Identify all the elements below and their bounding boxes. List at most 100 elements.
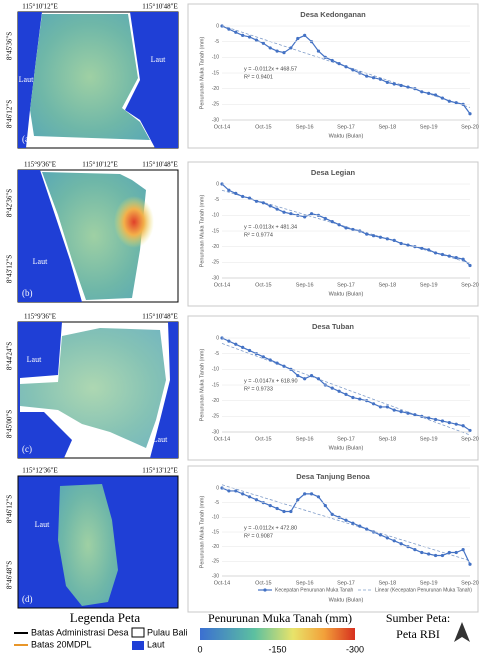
data-point bbox=[261, 201, 265, 205]
data-point bbox=[351, 395, 355, 400]
data-point bbox=[227, 188, 231, 192]
data-point bbox=[468, 562, 472, 566]
data-point bbox=[296, 374, 300, 378]
data-point bbox=[227, 489, 231, 493]
data-point bbox=[337, 62, 341, 66]
data-point bbox=[413, 548, 417, 552]
data-point bbox=[241, 492, 245, 496]
map-coord: 8°46'12"S bbox=[6, 495, 14, 523]
data-point bbox=[440, 419, 445, 423]
x-axis-label: Waktu (Bulan) bbox=[329, 597, 364, 603]
data-point bbox=[378, 533, 383, 537]
data-point bbox=[454, 422, 458, 426]
y-tick-label: -10 bbox=[212, 367, 219, 373]
map-coord: 115°10'48"E bbox=[142, 3, 177, 11]
data-point bbox=[337, 223, 341, 227]
data-point bbox=[316, 49, 321, 53]
data-point bbox=[303, 377, 307, 381]
data-point bbox=[433, 417, 438, 422]
data-point bbox=[468, 112, 472, 116]
data-point bbox=[406, 411, 410, 415]
x-tick-label: Sep-16 bbox=[296, 436, 314, 442]
data-point bbox=[234, 342, 238, 346]
data-point bbox=[427, 552, 431, 556]
map-coord: 115°13'12"E bbox=[142, 467, 177, 475]
y-tick-label: -25 bbox=[212, 260, 219, 266]
data-point bbox=[296, 498, 300, 502]
data-point bbox=[392, 539, 396, 543]
x-tick-label: Oct-15 bbox=[255, 124, 272, 130]
data-point bbox=[365, 232, 369, 236]
data-point bbox=[275, 207, 279, 211]
legend: Legenda Peta Batas Administrasi Desa Bat… bbox=[14, 610, 470, 650]
data-point bbox=[447, 254, 451, 258]
legend-label: Kecepatan Penurunan Muka Tanah bbox=[275, 587, 354, 593]
colorbar-tick: -150 bbox=[268, 644, 286, 654]
data-point bbox=[385, 80, 389, 84]
data-point bbox=[247, 348, 252, 353]
data-point bbox=[406, 85, 410, 89]
y-tick-label: -30 bbox=[212, 275, 219, 281]
data-point bbox=[268, 504, 272, 508]
data-point bbox=[309, 492, 314, 496]
colorbar bbox=[200, 628, 355, 640]
data-point bbox=[254, 199, 259, 203]
data-point bbox=[303, 33, 307, 38]
sea-label: Laut bbox=[35, 520, 50, 529]
map-tag: (b) bbox=[22, 288, 33, 298]
data-point bbox=[268, 46, 272, 50]
data-point bbox=[433, 553, 438, 558]
legend-swatch bbox=[263, 588, 267, 592]
data-point bbox=[440, 96, 445, 100]
x-axis-label: Waktu (Bulan) bbox=[329, 133, 364, 139]
equation: R² = 0.9733 bbox=[244, 386, 273, 392]
y-tick-label: -20 bbox=[212, 398, 219, 404]
y-tick-label: -15 bbox=[212, 228, 219, 234]
colorbar-tick: -300 bbox=[346, 644, 364, 654]
data-point bbox=[289, 46, 293, 50]
data-point bbox=[303, 215, 307, 219]
data-point bbox=[282, 364, 286, 368]
data-point bbox=[261, 41, 265, 45]
data-point bbox=[351, 227, 355, 232]
data-point bbox=[330, 386, 334, 390]
data-point bbox=[323, 216, 327, 221]
data-point bbox=[227, 27, 231, 31]
x-tick-label: Oct-15 bbox=[255, 282, 272, 288]
map-tag: (c) bbox=[22, 444, 32, 454]
data-point bbox=[447, 550, 451, 555]
data-point bbox=[385, 536, 389, 540]
legend-item: Laut bbox=[147, 639, 165, 649]
x-tick-label: Sep-17 bbox=[337, 436, 355, 442]
data-point bbox=[371, 76, 376, 80]
y-tick-label: -5 bbox=[215, 197, 220, 203]
chart-title: Desa Legian bbox=[311, 168, 356, 177]
x-tick-label: Sep-18 bbox=[378, 580, 396, 586]
data-point bbox=[392, 82, 396, 86]
data-point bbox=[275, 506, 279, 511]
data-point bbox=[461, 424, 465, 428]
y-tick-label: -15 bbox=[212, 529, 219, 535]
data-point bbox=[433, 93, 438, 97]
y-tick-label: -10 bbox=[212, 213, 219, 219]
y-tick-label: -5 bbox=[215, 500, 220, 506]
legend-title: Legenda Peta bbox=[70, 610, 141, 625]
y-tick-label: -10 bbox=[212, 515, 219, 521]
x-tick-label: Sep-20 bbox=[461, 282, 479, 288]
data-point bbox=[330, 58, 334, 63]
legend-label: Linear (Kecepatan Penurunan Muka Tanah) bbox=[375, 587, 472, 593]
y-tick-label: 0 bbox=[216, 23, 219, 29]
y-tick-label: -25 bbox=[212, 102, 219, 108]
data-point bbox=[454, 256, 458, 260]
data-point bbox=[261, 355, 265, 359]
data-point bbox=[371, 234, 376, 238]
x-tick-label: Sep-19 bbox=[420, 580, 438, 586]
data-point bbox=[413, 413, 417, 417]
equation: R² = 0.9774 bbox=[244, 232, 273, 238]
y-tick-label: 0 bbox=[216, 485, 219, 491]
map-coord: 115°10'12"E bbox=[82, 161, 117, 169]
y-tick-label: -20 bbox=[212, 544, 219, 550]
data-point bbox=[420, 550, 424, 555]
x-tick-label: Oct-14 bbox=[214, 124, 231, 130]
